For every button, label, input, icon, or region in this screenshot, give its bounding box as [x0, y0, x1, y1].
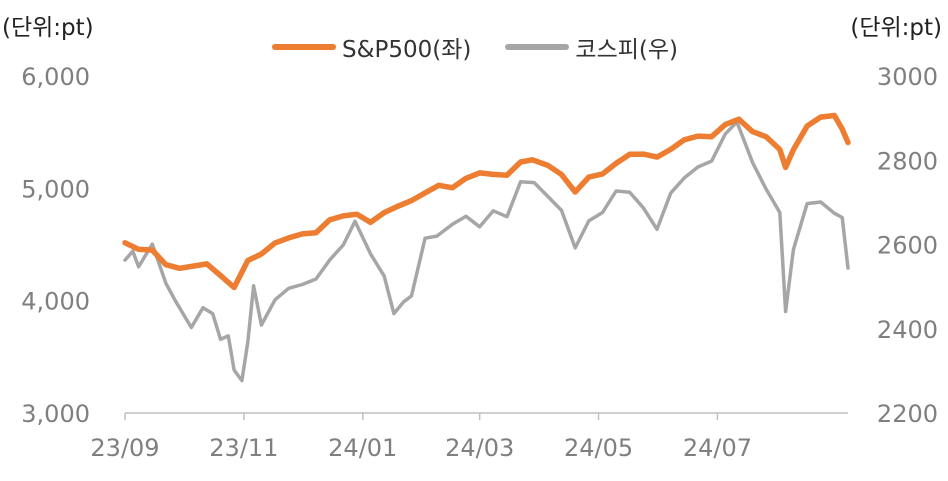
right-y-tick-label: 2200: [877, 400, 938, 428]
right-y-tick-label: 2400: [877, 316, 938, 344]
chart-legend: S&P500(좌) 코스피(우): [272, 30, 712, 64]
x-tick-label: 23/09: [90, 434, 159, 462]
axes: 23/09 23/11 24/01 24/03 24/05 24/07 3,000 4,000…: [21, 63, 938, 462]
left-y-tick-label: 6,000: [21, 63, 90, 91]
legend-swatch-sp500: [272, 44, 336, 50]
legend-label-sp500: S&P500(좌): [342, 37, 472, 63]
right-y-tick-label: 2800: [877, 147, 938, 175]
series-lines: [122, 112, 851, 383]
x-tick-label: 24/07: [683, 434, 752, 462]
legend-label-kospi: 코스피(우): [575, 37, 679, 63]
series-line-kospi: [123, 120, 850, 383]
legend-swatch-kospi: [505, 44, 570, 50]
x-tick-label: 24/01: [328, 434, 397, 462]
left-y-tick-label: 3,000: [21, 400, 90, 428]
legend-item-sp500: S&P500(좌): [272, 30, 471, 64]
legend-item-kospi: 코스피(우): [505, 30, 678, 64]
left-axis-unit-label: (단위:pt): [2, 15, 94, 41]
left-y-tick-label: 5,000: [21, 175, 90, 203]
x-tick-label: 24/05: [564, 434, 633, 462]
right-y-tick-label: 3000: [877, 63, 938, 91]
left-y-tick-label: 4,000: [21, 288, 90, 316]
x-tick-label: 24/03: [445, 434, 514, 462]
series-line-sp500: [122, 112, 851, 291]
right-y-tick-label: 2600: [877, 232, 938, 260]
x-tick-label: 23/11: [209, 434, 278, 462]
right-axis-unit-label: (단위:pt): [850, 15, 942, 41]
